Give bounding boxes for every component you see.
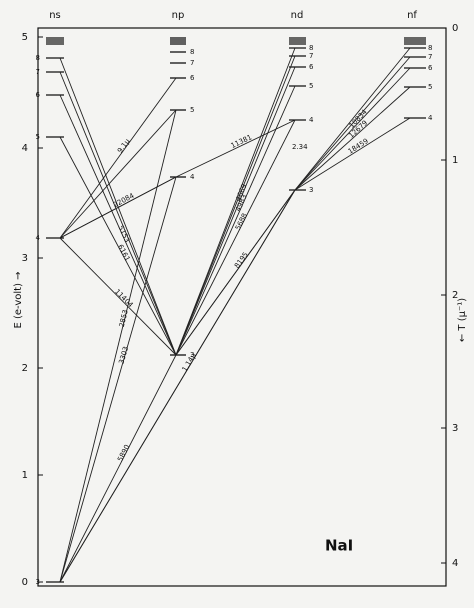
wavelength-label: 3303 (118, 346, 131, 365)
level-label: 6 (36, 91, 41, 99)
transition-line (294, 56, 411, 191)
wavelength-label: 9.1μ (116, 137, 132, 155)
transition-line (175, 85, 296, 356)
transition-line (59, 189, 296, 583)
column-header: nf (407, 10, 417, 21)
transition-line (59, 354, 177, 583)
transition-line (294, 47, 411, 191)
transition-line (294, 67, 411, 191)
left-tick-label: 2 (22, 363, 28, 374)
right-tick-label: 0 (452, 23, 458, 34)
level-label: 8 (309, 44, 313, 52)
level-label: 6 (190, 74, 195, 82)
transition-line (294, 86, 411, 191)
right-tick-label: 3 (452, 423, 458, 434)
left-tick-label: 5 (22, 32, 28, 43)
right-tick-label: 1 (452, 155, 458, 166)
transition-line (59, 109, 177, 583)
extra-label: 2.34 (292, 143, 308, 151)
transition-line (59, 94, 177, 356)
transition-line (59, 109, 177, 239)
wavelength-label: 5688 (234, 212, 249, 232)
transition-line (59, 71, 177, 356)
left-tick-label: 4 (22, 143, 28, 154)
level-label: 5 (309, 82, 313, 90)
wavelength-label: 6161 (116, 243, 131, 262)
column-header: ns (49, 10, 61, 21)
transition-line (175, 189, 296, 356)
transition-line (294, 117, 411, 191)
transition-line (59, 77, 177, 239)
transition-line (175, 55, 296, 356)
level-label: 3 (190, 351, 194, 359)
level-label: 3 (36, 578, 40, 586)
level-label: 6 (428, 64, 433, 72)
wavelength-label: 11381 (230, 133, 254, 150)
transition-line (175, 119, 296, 178)
transition-line (175, 47, 296, 356)
level-label: 7 (190, 59, 194, 67)
left-axis-label: E (e-volt) → (13, 271, 24, 328)
level-label: 8 (190, 48, 194, 56)
level-label: 7 (309, 52, 313, 60)
transition-line (59, 237, 177, 356)
transition-line (59, 176, 177, 583)
level-label: 6 (309, 63, 314, 71)
frame (37, 27, 447, 587)
right-tick-label: 2 (452, 290, 458, 301)
wavelength-label: 5890 (116, 443, 131, 463)
transition-line (59, 176, 177, 239)
wavelength-label: 18459 (347, 137, 370, 156)
right-tick-label: 4 (452, 558, 458, 569)
diagram-title: NaI (325, 537, 353, 555)
transition-line (175, 66, 296, 356)
level-label: 5 (36, 133, 40, 141)
level-label: 4 (428, 114, 433, 122)
wavelength-label: 2853 (118, 309, 130, 328)
level-label: 7 (428, 53, 432, 61)
wavelength-label: 8195 (233, 251, 250, 270)
left-tick-label: 1 (22, 470, 28, 481)
transition-line (175, 119, 296, 356)
level-label: 4 (309, 116, 314, 124)
level-label: 3 (309, 186, 313, 194)
column-header: nd (291, 10, 304, 21)
column-header: np (172, 10, 185, 21)
transition-line (59, 57, 177, 356)
level-label: 5 (428, 83, 432, 91)
level-label: 7 (36, 68, 40, 76)
level-label: 8 (428, 44, 432, 52)
level-label: 5 (190, 106, 194, 114)
left-tick-label: 0 (22, 577, 28, 588)
right-axis-label: ← T (μ⁻¹) (457, 298, 468, 342)
level-label: 4 (190, 173, 195, 181)
transition-line (59, 136, 177, 356)
level-label: 8 (36, 54, 40, 62)
level-label: 4 (36, 234, 41, 242)
left-tick-label: 3 (22, 253, 28, 264)
